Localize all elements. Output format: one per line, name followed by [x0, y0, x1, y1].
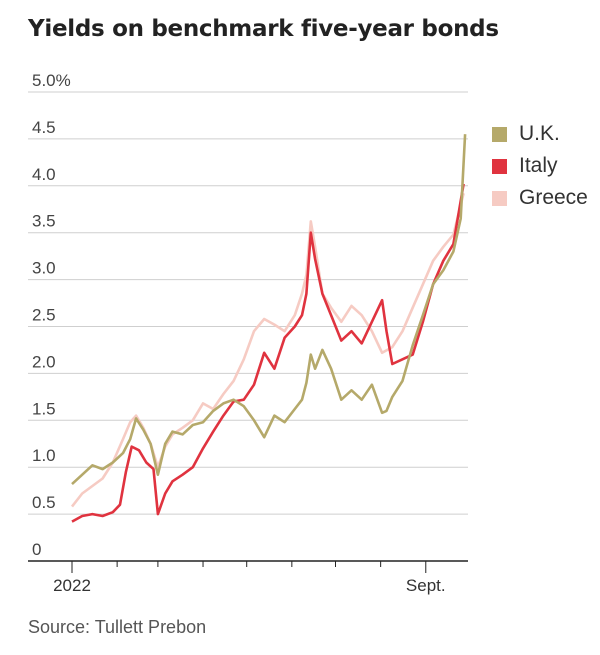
- y-tick-label: 4.5: [32, 118, 56, 137]
- series-line-greece: [70, 192, 465, 508]
- series-lines: [70, 134, 467, 523]
- legend-label-greece: Greece: [519, 186, 588, 209]
- x-tick-label: Sept.: [406, 576, 446, 595]
- y-tick-label: 3.5: [32, 212, 56, 231]
- legend-label-italy: Italy: [519, 154, 558, 177]
- y-tick-label: 4.0: [32, 165, 56, 184]
- y-tick-label: 5.0%: [32, 71, 71, 90]
- chart-title: Yields on benchmark five-year bonds: [28, 16, 499, 42]
- legend-item-uk: U.K.: [492, 118, 588, 150]
- legend-swatch-italy: [492, 158, 507, 174]
- legend-item-italy: Italy: [492, 150, 588, 182]
- legend-swatch-uk: [492, 126, 507, 142]
- y-tick-label: 0.5: [32, 493, 56, 512]
- series-line-italy: [71, 183, 465, 523]
- legend-swatch-greece: [492, 190, 507, 206]
- y-tick-label: 1.5: [32, 399, 56, 418]
- y-tick-label: 0: [32, 540, 41, 559]
- y-tick-label: 2.0: [32, 352, 56, 371]
- x-tick-label: 2022: [53, 576, 91, 595]
- y-tick-label: 3.0: [32, 259, 56, 278]
- y-tick-label: 2.5: [32, 306, 56, 325]
- y-tick-labels: 0 0.5 1.0 1.5 2.0 2.5 3.0 3.5 4.0 4.5 5.0%: [32, 71, 71, 559]
- gridlines: [28, 91, 468, 515]
- legend: U.K. Italy Greece: [492, 118, 588, 214]
- legend-label-uk: U.K.: [519, 122, 560, 145]
- source-note: Source: Tullett Prebon: [28, 617, 207, 637]
- legend-item-greece: Greece: [492, 182, 588, 214]
- x-axis: 2022 Sept.: [28, 560, 468, 595]
- series-line-uk: [71, 134, 467, 486]
- y-tick-label: 1.0: [32, 446, 56, 465]
